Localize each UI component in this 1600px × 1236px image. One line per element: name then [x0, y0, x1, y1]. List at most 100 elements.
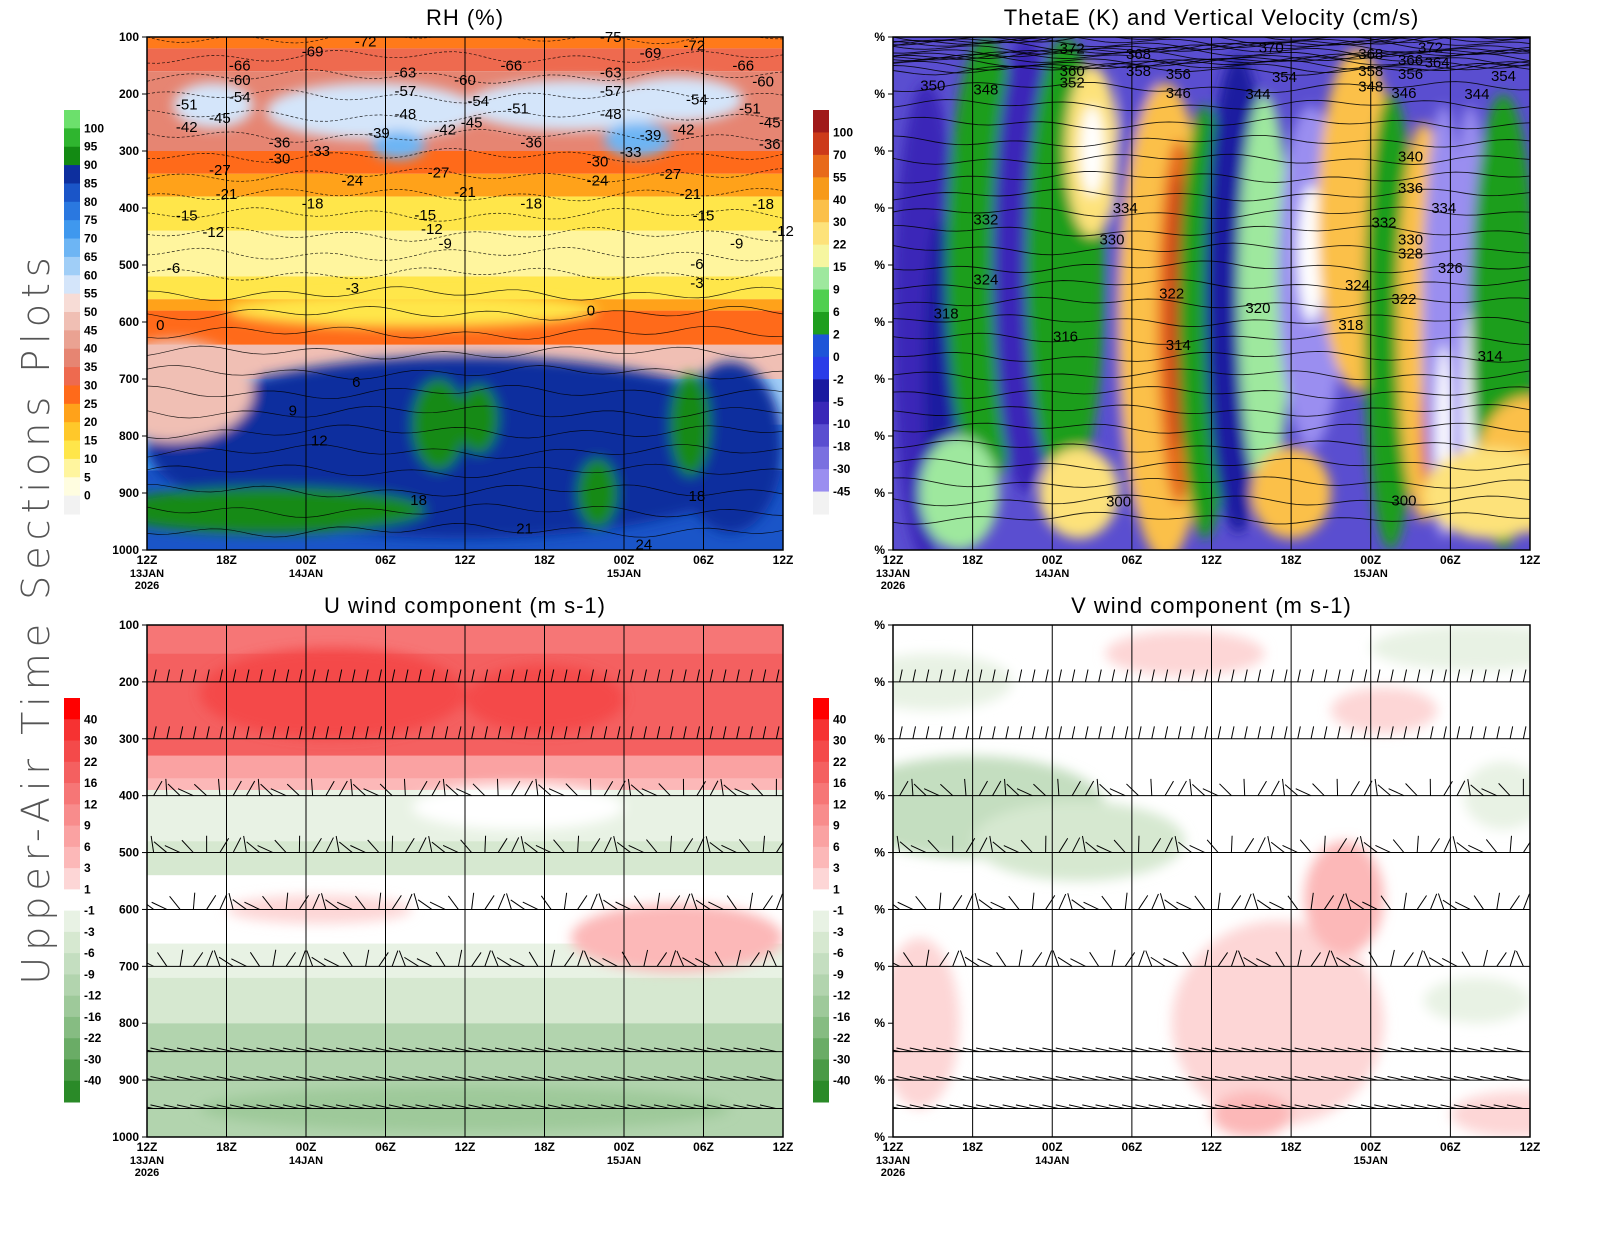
rh-colorbar-label: 25 [84, 397, 98, 411]
v-wind-wind-barb [1214, 1075, 1232, 1081]
v-wind-wind-barb [1055, 1104, 1073, 1110]
rh-field-blob [412, 379, 465, 471]
u-wind-colorbar-segment [64, 995, 80, 1018]
u-wind-wind-barb [548, 788, 565, 797]
rh-contour-label: -54 [467, 93, 489, 110]
v-wind-wind-barb [1480, 1047, 1497, 1053]
u-wind-wind-barb [577, 895, 588, 910]
u-wind-wind-barb [726, 895, 738, 910]
v-wind-wind-barb [1204, 726, 1208, 739]
u-wind-wind-barb [169, 896, 181, 910]
v-wind-wind-barb [1159, 893, 1166, 910]
u-wind-wind-barb [362, 1104, 379, 1110]
u-wind-wind-barb [613, 836, 618, 853]
v-wind-wind-barb [1323, 726, 1328, 739]
u-wind-wind-barb [269, 1104, 287, 1110]
v-wind-wind-barb [1018, 669, 1023, 682]
v-wind-wind-barb [1148, 1075, 1166, 1081]
v-wind-wind-barb [1067, 893, 1073, 910]
u-wind-wind-barb [260, 783, 274, 797]
v-wind-wind-barb [938, 726, 943, 739]
u-wind-x-tick-label: 06Z [375, 1140, 396, 1154]
u-wind-wind-barb [676, 950, 685, 967]
u-wind-wind-barb [481, 1104, 499, 1110]
rh-x-tick-label: 06Z [375, 553, 396, 567]
v-wind-wind-barb [1480, 1104, 1497, 1110]
u-wind-wind-barb [232, 837, 242, 853]
v-wind-wind-barb [976, 1104, 993, 1110]
v-wind-wind-barb [1323, 669, 1328, 682]
v-wind-wind-barb [1388, 788, 1405, 797]
thetae-colorbar-label: -2 [833, 372, 844, 386]
v-wind-wind-barb [1124, 952, 1136, 967]
rh-contour-label: 0 [156, 317, 164, 334]
u-wind-wind-barb [563, 892, 568, 910]
u-wind-colorbar-label: -1 [84, 904, 95, 918]
v-wind-y-tick-label: % [874, 959, 885, 973]
u-wind-wind-barb [683, 669, 687, 682]
u-wind-wind-barb [337, 901, 353, 910]
v-wind-wind-barb [1138, 726, 1142, 739]
v-wind-colorbar-segment [813, 974, 829, 997]
v-wind-wind-barb [1374, 1104, 1391, 1110]
u-wind-wind-barb [335, 1104, 353, 1110]
v-wind-wind-barb [989, 835, 994, 853]
v-wind-wind-barb [1456, 842, 1471, 853]
v-wind-wind-barb [1008, 895, 1020, 910]
rh-colorbar-label: 60 [84, 268, 98, 282]
u-wind-wind-barb [216, 1047, 234, 1053]
u-wind-wind-barb [352, 783, 366, 797]
thetae-x-date-label: 13JAN [876, 568, 910, 580]
rh-contour-label: -3 [346, 280, 359, 297]
rh-colorbar-label: 35 [84, 360, 98, 374]
v-wind-wind-barb [1096, 778, 1100, 796]
v-wind-wind-barb [1294, 1075, 1312, 1081]
u-wind-wind-barb [378, 726, 382, 739]
v-wind-wind-barb [1178, 841, 1192, 853]
u-wind-wind-barb [691, 893, 698, 910]
v-wind-wind-barb [1191, 669, 1195, 682]
v-wind-field-blob [1423, 977, 1530, 1024]
u-wind-wind-barb [342, 951, 353, 967]
u-wind-wind-barb [749, 669, 753, 682]
v-wind-wind-barb [1345, 893, 1352, 910]
v-wind-wind-barb [1359, 836, 1365, 853]
u-wind-wind-barb [190, 1047, 207, 1053]
u-wind-wind-barb [272, 726, 276, 739]
u-wind-wind-barb [683, 893, 691, 910]
v-wind-wind-barb [1241, 1104, 1259, 1110]
rh-colorbar-segment [64, 201, 80, 221]
rh-contour-label: -48 [600, 106, 622, 123]
u-wind-wind-barb [751, 783, 764, 797]
u-wind-x-tick-label: 12Z [773, 1140, 794, 1154]
thetae-colorbar-segment [813, 267, 829, 291]
v-wind-wind-barb [1387, 1075, 1405, 1081]
u-wind-wind-barb [524, 780, 534, 796]
v-wind-wind-barb [1403, 726, 1408, 739]
u-wind-wind-barb [270, 788, 287, 797]
u-wind-wind-barb [603, 726, 608, 739]
u-wind-wind-barb [656, 952, 668, 967]
v-wind-wind-barb [1241, 1047, 1259, 1053]
v-wind-wind-barb [1071, 669, 1076, 682]
u-wind-wind-barb [720, 778, 724, 796]
v-wind-wind-barb [1055, 1075, 1073, 1081]
rh-contour-label: -3 [690, 275, 703, 292]
thetae-colorbar-segment [813, 177, 829, 201]
v-wind-wind-barb [1337, 893, 1345, 910]
rh-contour-label: -42 [176, 119, 198, 136]
u-wind-colorbar-segment [64, 1038, 80, 1060]
u-wind-wind-barb [286, 783, 300, 797]
u-wind-wind-barb [506, 893, 512, 910]
thetae-x-tick-label: 00Z [1042, 553, 1063, 567]
u-wind-wind-barb [365, 949, 370, 967]
v-wind-wind-barb [996, 952, 1007, 967]
thetae-contour-label: 324 [1345, 277, 1370, 294]
v-wind-wind-barb [1330, 950, 1339, 967]
u-wind-wind-barb [736, 949, 742, 967]
rh-contour-label: -45 [209, 110, 231, 127]
u-wind-wind-barb [653, 1075, 671, 1081]
u-wind-wind-barb [550, 949, 556, 967]
u-wind-wind-barb [435, 951, 446, 967]
v-wind-wind-barb [1082, 1104, 1099, 1110]
